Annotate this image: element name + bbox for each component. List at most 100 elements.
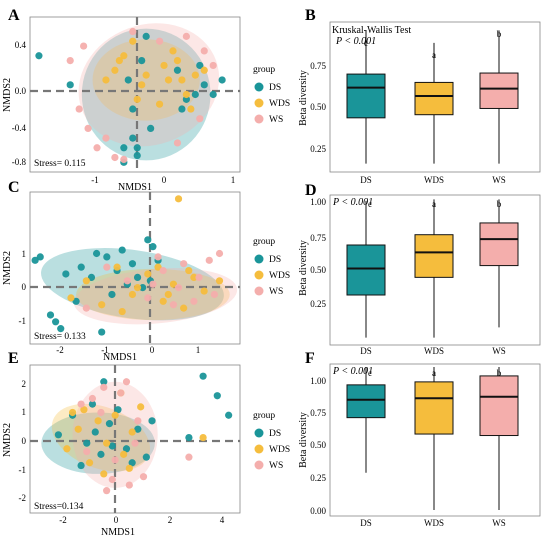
point-ds bbox=[120, 144, 128, 152]
panel-f-ytick: 0.25 bbox=[310, 473, 326, 483]
panel-d-sig-letter: c bbox=[368, 199, 372, 209]
panel-c-points bbox=[31, 195, 224, 336]
legend-label-ds: DS bbox=[269, 83, 281, 93]
confidence-ellipse-ds bbox=[41, 248, 224, 321]
panel-f-xtick: WDS bbox=[424, 518, 444, 528]
panel-d-plot-frame bbox=[329, 194, 541, 346]
panel-e-ellipses bbox=[41, 381, 158, 488]
point-ws bbox=[149, 280, 157, 288]
point-wds bbox=[68, 408, 77, 417]
point-ws bbox=[185, 453, 193, 461]
point-wds bbox=[133, 95, 141, 103]
point-wds bbox=[125, 464, 133, 472]
legend-label-ds: DS bbox=[269, 429, 281, 439]
panel-a-ytick: -0.4 bbox=[12, 123, 27, 133]
panel-e-ytick: -2 bbox=[19, 493, 27, 503]
point-wds bbox=[164, 76, 173, 84]
panel-c-ylabel: NMDS2 bbox=[2, 251, 13, 285]
panel-c-ytick: -1 bbox=[19, 316, 27, 326]
point-ds bbox=[100, 378, 108, 386]
point-wds bbox=[200, 287, 208, 295]
point-ds bbox=[54, 431, 62, 439]
point-wds bbox=[159, 297, 167, 305]
panel-a-ytick: 0.4 bbox=[15, 40, 27, 50]
panel-a-yticks: 0.4 0.0 -0.4 -0.8 bbox=[12, 40, 27, 167]
point-wds bbox=[142, 71, 150, 79]
point-ds bbox=[122, 445, 131, 453]
point-ds bbox=[118, 246, 126, 254]
panel-d-xtick: DS bbox=[360, 346, 372, 356]
point-wds bbox=[100, 470, 108, 478]
panel-b-pvalue: P < 0.001 bbox=[335, 36, 376, 47]
legend-key-wds bbox=[254, 444, 264, 454]
point-ds bbox=[91, 428, 99, 436]
point-ws bbox=[155, 37, 164, 45]
panel-e-ylabel: NMDS2 bbox=[2, 423, 13, 457]
panel-a-xtick: 0 bbox=[162, 175, 167, 185]
point-ws bbox=[210, 290, 218, 299]
panel-b-sig-letter: c bbox=[364, 38, 368, 48]
point-ds bbox=[66, 81, 74, 89]
point-ws bbox=[103, 487, 111, 495]
panel-e-ytick: 2 bbox=[22, 379, 27, 389]
point-wds bbox=[190, 273, 198, 281]
point-ds bbox=[128, 459, 136, 467]
panel-c-ellipses bbox=[41, 248, 238, 325]
point-ds bbox=[199, 372, 207, 380]
point-ds bbox=[92, 249, 101, 258]
panel-b-ytick: 0.25 bbox=[310, 144, 326, 154]
point-ws bbox=[123, 277, 131, 285]
point-wds bbox=[113, 263, 121, 271]
legend-label-ws: WS bbox=[269, 287, 283, 297]
point-ds bbox=[138, 56, 146, 65]
point-wds bbox=[173, 56, 182, 65]
confidence-ellipse-ws bbox=[78, 23, 220, 147]
point-wds bbox=[144, 270, 152, 278]
panel-e-xtick: 2 bbox=[168, 515, 173, 525]
legend-key-ws bbox=[254, 286, 264, 296]
point-ws bbox=[190, 297, 198, 305]
point-ws bbox=[102, 134, 110, 142]
panel-d-yticks: 1.00 0.75 0.50 0.25 bbox=[310, 197, 326, 309]
point-ws bbox=[66, 56, 74, 65]
point-ds bbox=[46, 311, 55, 319]
point-wds bbox=[174, 195, 183, 203]
point-ws bbox=[174, 284, 183, 292]
point-ds bbox=[124, 76, 132, 84]
panel-a-stress: Stress= 0.115 bbox=[34, 159, 86, 169]
panel-f-boxes bbox=[346, 366, 519, 511]
legend-label-ws: WS bbox=[269, 115, 283, 125]
panel-a-xlabel: NMDS1 bbox=[118, 182, 152, 193]
point-wds bbox=[120, 52, 128, 60]
point-ws bbox=[209, 61, 217, 70]
panel-b-ytick: 0.75 bbox=[310, 61, 326, 71]
legend-a: group DS WDS WS bbox=[253, 65, 290, 125]
point-ds bbox=[148, 417, 156, 425]
point-ws bbox=[93, 144, 101, 152]
point-wds bbox=[133, 284, 142, 292]
confidence-ellipse-wds bbox=[76, 268, 230, 321]
legend-key-ds bbox=[254, 82, 264, 92]
point-ws bbox=[125, 481, 133, 489]
point-ds bbox=[185, 434, 193, 442]
point-wds bbox=[85, 459, 94, 467]
legend-key-ws bbox=[254, 114, 264, 124]
point-wds bbox=[128, 290, 137, 299]
point-wds bbox=[67, 294, 75, 302]
point-ws bbox=[196, 115, 204, 123]
point-ws bbox=[83, 447, 91, 456]
point-ds bbox=[108, 442, 116, 450]
panel-c-stress: Stress= 0.133 bbox=[34, 332, 86, 342]
point-ds bbox=[196, 61, 204, 70]
box-wds bbox=[414, 381, 454, 435]
point-ws bbox=[182, 32, 190, 40]
point-ws bbox=[108, 475, 116, 484]
box-ws bbox=[479, 72, 519, 109]
confidence-ellipse-ws bbox=[73, 268, 238, 325]
panel-f-letter: F bbox=[305, 350, 315, 367]
point-ds bbox=[213, 392, 221, 400]
panel-e-ytick: -1 bbox=[19, 465, 27, 475]
panel-f-xtick: WS bbox=[492, 518, 506, 528]
point-wds bbox=[154, 263, 162, 271]
point-ds bbox=[133, 273, 142, 281]
